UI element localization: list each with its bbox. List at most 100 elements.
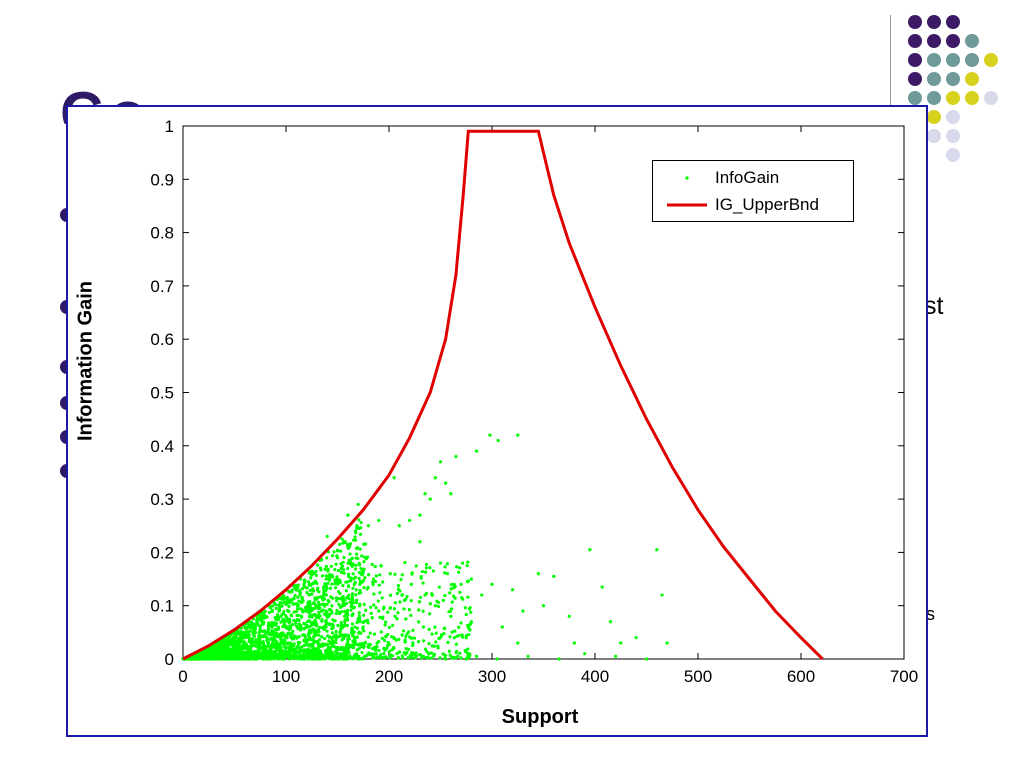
infogain-point (343, 634, 347, 638)
infogain-point (357, 518, 361, 522)
infogain-point (267, 631, 271, 636)
infogain-point (218, 647, 222, 651)
infogain-point (250, 651, 254, 656)
infogain-point (255, 618, 259, 622)
infogain-point (450, 600, 454, 604)
infogain-point (346, 513, 350, 517)
decorative-dot (908, 91, 922, 105)
infogain-point (289, 626, 293, 630)
infogain-point (381, 615, 385, 619)
infogain-point (235, 631, 239, 635)
infogain-point (325, 642, 330, 647)
x-tick-label: 300 (478, 667, 506, 686)
infogain-point (410, 653, 415, 657)
infogain-point (516, 433, 520, 437)
infogain-point (383, 648, 387, 652)
infogain-point (460, 635, 465, 639)
infogain-point (362, 613, 366, 617)
infogain-point (285, 636, 289, 640)
infogain-point (341, 603, 345, 607)
infogain-point (247, 623, 251, 627)
infogain-point (372, 592, 376, 596)
infogain-point (334, 637, 338, 642)
infogain-point (454, 649, 459, 654)
infogain-point (454, 454, 458, 459)
infogain-point (270, 629, 274, 633)
infogain-point (354, 601, 358, 605)
infogain-point (388, 606, 392, 610)
infogain-point (330, 626, 334, 631)
infogain-point (342, 540, 346, 544)
infogain-point (392, 476, 396, 480)
infogain-point (298, 628, 303, 632)
infogain-point (350, 613, 354, 618)
infogain-point (266, 640, 270, 644)
infogain-point (427, 627, 431, 632)
infogain-point (397, 650, 402, 654)
infogain-point (224, 639, 228, 643)
infogain-point (341, 584, 345, 588)
infogain-point (396, 587, 400, 591)
infogain-point (393, 601, 398, 605)
infogain-point (366, 573, 371, 577)
infogain-point (418, 513, 422, 517)
infogain-point (317, 607, 321, 611)
infogain-point (394, 638, 398, 642)
infogain-point (496, 438, 500, 443)
infogain-point (400, 573, 404, 577)
infogain-point (318, 649, 323, 653)
infogain-point (372, 603, 376, 607)
infogain-point (327, 653, 332, 657)
infogain-point (429, 651, 434, 655)
infogain-point (433, 625, 437, 629)
infogain-point (312, 571, 316, 576)
infogain-point (292, 610, 296, 614)
infogain-point (354, 556, 358, 560)
infogain-point (283, 650, 287, 654)
infogain-point (265, 636, 269, 640)
infogain-point (536, 572, 540, 576)
infogain-point (270, 608, 275, 612)
infogain-point (396, 611, 400, 615)
infogain-point (379, 564, 383, 568)
infogain-point (451, 594, 456, 598)
infogain-point (349, 604, 353, 609)
infogain-point (428, 566, 432, 570)
infogain-point (307, 593, 311, 597)
infogain-point (330, 643, 334, 647)
infogain-point (390, 648, 394, 652)
infogain-point (360, 569, 365, 573)
infogain-point (665, 641, 669, 645)
infogain-point (380, 636, 384, 640)
infogain-point (347, 637, 351, 641)
infogain-point (347, 593, 351, 597)
infogain-point (287, 620, 291, 625)
infogain-point (428, 612, 432, 616)
y-tick-label: 0.9 (150, 170, 174, 189)
infogain-point (274, 606, 278, 610)
infogain-point (294, 609, 299, 613)
infogain-point (350, 564, 354, 568)
infogain-point (392, 607, 397, 611)
infogain-point (423, 570, 428, 574)
infogain-point (352, 641, 356, 645)
infogain-point (306, 647, 310, 651)
y-tick-label: 0.3 (150, 490, 174, 509)
infogain-point (243, 644, 247, 648)
y-tick-label: 0.6 (150, 330, 174, 349)
infogain-point (468, 606, 472, 610)
infogain-point (280, 612, 284, 617)
infogain-point (347, 597, 351, 601)
y-tick-label: 1 (165, 117, 174, 136)
infogain-point (307, 580, 311, 584)
infogain-point (354, 546, 359, 550)
infogain-point (660, 593, 664, 597)
infogain-point (395, 652, 399, 656)
infogain-point (246, 635, 250, 639)
infogain-point (218, 655, 222, 659)
y-tick-label: 0.1 (150, 597, 174, 616)
infogain-point (433, 476, 437, 480)
infogain-point (418, 652, 422, 657)
infogain-point (403, 560, 407, 565)
decorative-dot (965, 91, 979, 105)
